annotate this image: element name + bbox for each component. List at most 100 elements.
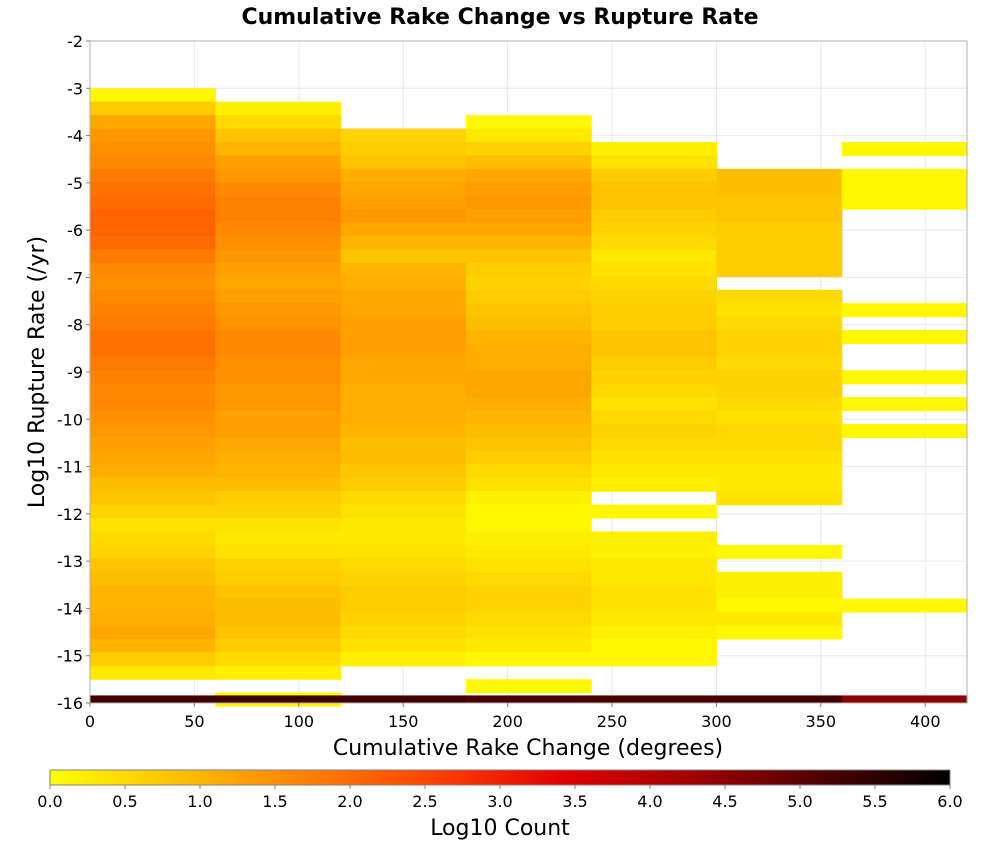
colorbar-label: Log10 Count <box>430 816 570 841</box>
heatmap-cell <box>340 518 467 533</box>
heatmap-cell <box>215 209 342 224</box>
heatmap-cell <box>465 383 592 398</box>
heatmap-cell <box>215 182 342 197</box>
heatmap-cell <box>90 464 216 479</box>
heatmap-cell <box>465 410 592 425</box>
heatmap-cell <box>90 598 216 613</box>
heatmap-cell <box>340 195 467 210</box>
heatmap-cell <box>215 262 342 277</box>
heatmap-cell <box>90 383 216 398</box>
heatmap-cell <box>465 276 592 291</box>
heatmap-cell <box>215 558 342 573</box>
heatmap-cell <box>90 195 216 210</box>
colorbar-ticks: 0.0 0.5 1.0 1.5 2.0 2.5 3.0 3.5 4.0 4.5 5.0 5.5 6.0 <box>37 785 963 811</box>
heatmap-cell <box>465 249 592 264</box>
heatmap-cell <box>716 343 843 358</box>
heatmap-cell <box>465 531 592 546</box>
heatmap-cell <box>90 544 216 559</box>
heatmap-cell <box>716 209 843 224</box>
heatmap-cell <box>465 544 592 559</box>
heatmap-cell <box>215 195 342 210</box>
heatmap-cell <box>716 410 843 425</box>
heatmap-cell <box>340 209 467 224</box>
heatmap-cell <box>90 289 216 304</box>
heatmap-cell <box>465 450 592 465</box>
heatmap-cell <box>90 182 216 197</box>
heatmap-cell <box>716 289 843 304</box>
x-tick-label: 300 <box>701 712 732 731</box>
heatmap-cell <box>465 343 592 358</box>
heatmap-cell <box>465 679 592 694</box>
colorbar-tick-label: 4.5 <box>712 792 737 811</box>
colorbar-tick-label: 5.0 <box>787 792 812 811</box>
heatmap-cell <box>716 249 843 264</box>
heatmap-cell <box>716 236 843 251</box>
heatmap-cell <box>90 236 216 251</box>
heatmap-cell <box>340 222 467 237</box>
heatmap-cell <box>465 262 592 277</box>
colorbar-tick-label: 4.0 <box>637 792 662 811</box>
heatmap-cell <box>841 182 968 197</box>
heatmap-cell <box>215 410 342 425</box>
heatmap-cell <box>340 249 467 264</box>
heatmap-cell <box>90 330 216 345</box>
heatmap-cell <box>716 571 843 586</box>
heatmap-cell <box>90 303 216 318</box>
heatmap-cell <box>90 477 216 492</box>
y-tick-label: -8 <box>67 316 83 335</box>
heatmap-cell <box>591 531 718 546</box>
heatmap-cell <box>215 625 342 640</box>
heatmap-cell <box>841 330 968 345</box>
heatmap-cell <box>465 168 592 183</box>
heatmap-cell <box>340 168 467 183</box>
colorbar-tick-label: 2.5 <box>412 792 437 811</box>
heatmap-cell <box>90 343 216 358</box>
heatmap-cell <box>465 289 592 304</box>
heatmap-cell <box>591 477 718 492</box>
heatmap-cell <box>215 477 342 492</box>
heatmap-cell <box>465 585 592 600</box>
heatmap-cell <box>591 356 718 371</box>
heatmap-cell <box>841 397 968 412</box>
heatmap-cell <box>90 410 216 425</box>
heatmap-cell <box>340 625 467 640</box>
colorbar <box>49 769 951 786</box>
heatmap-cell <box>340 316 467 331</box>
heatmap-cell <box>90 665 216 680</box>
heatmap-cell <box>591 464 718 479</box>
heatmap-cell <box>215 638 342 653</box>
heatmap-cell <box>340 356 467 371</box>
heatmap-cell <box>215 128 342 143</box>
heatmap-cell <box>591 316 718 331</box>
heatmap-cell <box>591 585 718 600</box>
heatmap-cell <box>591 424 718 439</box>
heatmap-cell <box>340 397 467 412</box>
chart-title: Cumulative Rake Change vs Rupture Rate <box>241 5 758 30</box>
heatmap-cell <box>340 571 467 586</box>
heatmap-cell <box>340 638 467 653</box>
heatmap-cell <box>716 477 843 492</box>
heatmap-cell <box>716 370 843 385</box>
heatmap-cell <box>591 370 718 385</box>
heatmap-cell <box>465 625 592 640</box>
heatmap-cell <box>591 222 718 237</box>
heatmap-cell <box>465 370 592 385</box>
y-tick-label: -3 <box>67 79 83 98</box>
colorbar-tick-label: 6.0 <box>937 792 962 811</box>
heatmap-cell <box>340 437 467 452</box>
heatmap-cell <box>340 276 467 291</box>
heatmap-cell <box>716 303 843 318</box>
heatmap-cell-bottom <box>90 695 216 703</box>
heatmap-cell <box>90 652 216 667</box>
heatmap-cell <box>90 276 216 291</box>
heatmap-cell <box>90 88 216 103</box>
heatmap-cell <box>716 383 843 398</box>
y-tick-label: -7 <box>67 268 83 287</box>
heatmap-cell <box>716 424 843 439</box>
heatmap-cell <box>215 464 342 479</box>
heatmap-cell <box>215 571 342 586</box>
heatmap-cell <box>340 491 467 506</box>
heatmap-cell <box>591 397 718 412</box>
heatmap-cell <box>841 598 968 613</box>
